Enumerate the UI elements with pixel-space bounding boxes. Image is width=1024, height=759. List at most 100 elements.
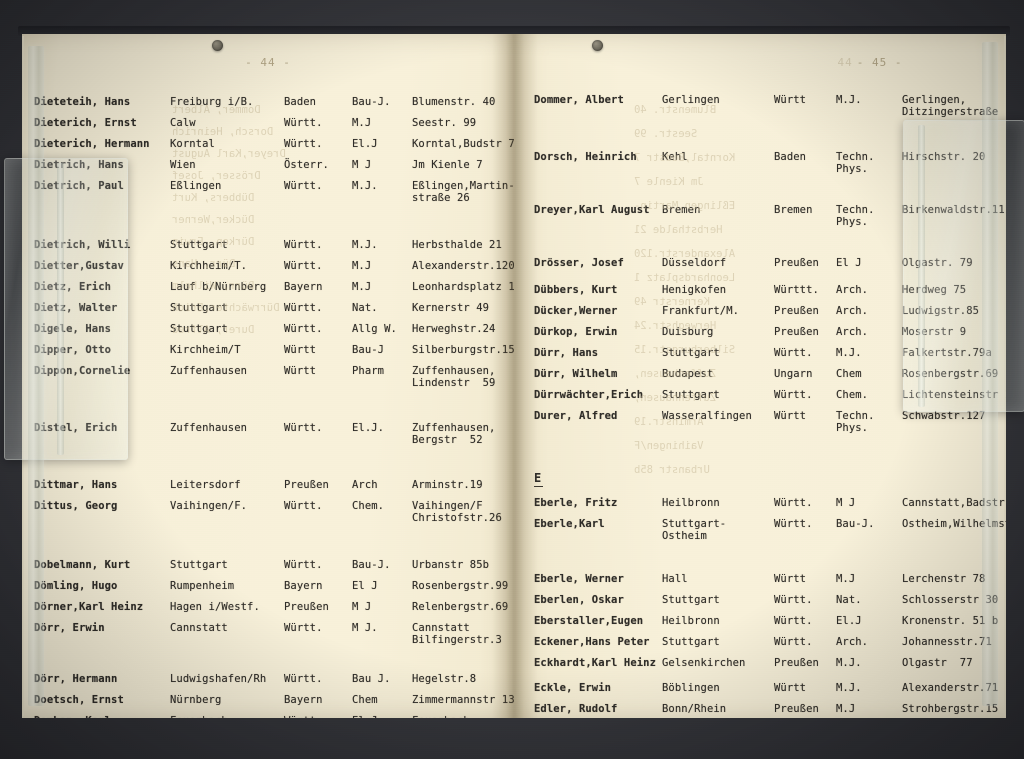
entry-name: Dittus, Georg — [34, 500, 118, 512]
entry-state: Württ — [284, 344, 317, 356]
entry-address-line2: Lindenstr 59 — [412, 377, 496, 389]
entry-name: Dieteteih, Hans — [34, 96, 131, 108]
entry-state: Württ — [774, 410, 807, 422]
entry-state: Bremen — [774, 204, 813, 216]
entry-state: Preußen — [774, 703, 819, 715]
entry-address: Alexanderstr.120 — [412, 260, 514, 272]
entry-origin: Stuttgart- — [662, 518, 727, 530]
entry-origin: Gerlingen — [662, 94, 720, 106]
entry-origin: Korntal — [170, 138, 215, 150]
entry-state: Württ. — [284, 117, 323, 129]
entry-field-line2: Phys. — [836, 422, 869, 434]
entry-address: Olgastr. 79 — [902, 257, 973, 269]
entry-name: Dorsch, Heinrich — [534, 151, 637, 163]
entry-address: Silberburgstr.15 — [412, 344, 514, 356]
entry-field: M.J — [352, 117, 372, 129]
entry-field: El J — [352, 580, 378, 592]
left-page: - 44 - Dieteteih, Hans Freiburg i/B. Baden… — [22, 34, 514, 718]
entry-origin: Zuffenhausen — [170, 365, 248, 377]
entry-origin: Ludwigshafen/Rh — [170, 673, 267, 685]
entry-address: Hirschstr. 20 — [902, 151, 986, 163]
entry-state: Ungarn — [774, 368, 813, 380]
left-page-number: - 44 - — [245, 56, 291, 69]
entry-field: Chem. — [352, 500, 385, 512]
entry-name: Dübbers, Kurt — [534, 284, 618, 296]
entry-origin: Stuttgart — [170, 302, 228, 314]
book-top-edge — [18, 26, 1010, 36]
left-page-entry-list: Dieteteih, Hans Freiburg i/B. Baden Bau-J. B… — [22, 34, 514, 718]
entry-name: Dieterich, Ernst — [34, 117, 137, 129]
entry-state: Württ — [774, 573, 807, 585]
entry-field: Chem — [352, 694, 378, 706]
entry-address: Seestr. 99 — [412, 117, 477, 129]
entry-state: Württ. — [284, 500, 323, 512]
entry-name: Distel, Erich — [34, 422, 118, 434]
entry-origin: Calw — [170, 117, 196, 129]
entry-name: Doetsch, Ernst — [34, 694, 124, 706]
entry-state: Württ — [284, 365, 317, 377]
entry-field: El J — [352, 715, 378, 718]
bleed-through-text: Leonhardsplatz 1 — [634, 272, 736, 284]
bleed-through-text: Herbsthalde 21 — [634, 224, 723, 236]
entry-field: El.J. — [352, 422, 385, 434]
entry-address: Jm Kienle 7 — [412, 159, 483, 171]
entry-origin: Frankfurt/M. — [662, 305, 740, 317]
entry-state: Preußen — [774, 326, 819, 338]
entry-state: Württ. — [774, 615, 813, 627]
entry-field: M.J — [352, 281, 372, 293]
right-page-ghost-number: 44 — [837, 56, 853, 69]
entry-address: Ludwigstr.85 — [902, 305, 980, 317]
entry-state: Württ. — [774, 594, 813, 606]
bleed-through-text: Seestr. 99 — [634, 128, 698, 140]
entry-state: Bayern — [284, 580, 323, 592]
entry-name: Dipper, Otto — [34, 344, 112, 356]
entry-address: Leonhardsplatz 1 — [412, 281, 514, 293]
entry-name: Dürr, Hans — [534, 347, 599, 359]
entry-address-line2: Christofstr.26 — [412, 512, 502, 524]
entry-origin: Heilbronn — [662, 497, 720, 509]
entry-field: El.J — [836, 615, 862, 627]
entry-state: Württ. — [284, 239, 323, 251]
entry-origin-line2: Ostheim — [662, 530, 707, 542]
entry-state: Württ. — [284, 323, 323, 335]
entry-address-line2: Bergstr 52 — [412, 434, 483, 446]
entry-origin: Leitersdorf — [170, 479, 241, 491]
entry-name: Dörr, Hermann — [34, 673, 118, 685]
entry-origin: Düsseldorf — [662, 257, 727, 269]
entry-address: Hegelstr.8 — [412, 673, 477, 685]
entry-field: Bau-J. — [352, 96, 391, 108]
entry-state: Württ. — [284, 559, 323, 571]
entry-state: Preußen — [774, 657, 819, 669]
entry-field: Arch — [352, 479, 378, 491]
entry-name: Eberstaller,Eugen — [534, 615, 644, 627]
entry-state: Preußen — [284, 479, 329, 491]
entry-field: Bau-J. — [352, 559, 391, 571]
entry-address-line2: Bilfingerstr.3 — [412, 634, 502, 646]
entry-address: Lerchenstr 78 — [902, 573, 986, 585]
right-page-entry-list: Dommer, Albert Gerlingen Württ M.J. Gerlinge… — [514, 34, 1006, 718]
entry-name: Eberle,Karl — [534, 518, 605, 530]
entry-name: Dieterich, Hermann — [34, 138, 150, 150]
entry-name: Dietrich, Paul — [34, 180, 124, 192]
entry-origin: Lauf b/Nürnberg — [170, 281, 267, 293]
entry-name: Dürrwächter,Erich — [534, 389, 644, 401]
entry-origin: Bremen — [662, 204, 701, 216]
entry-address: Cannstatt — [412, 622, 470, 634]
entry-field: Arch. — [836, 284, 869, 296]
entry-name: Dietrich, Hans — [34, 159, 124, 171]
entry-state: Württ. — [284, 180, 323, 192]
entry-state: Preußen — [284, 601, 329, 613]
entry-origin: Gelsenkirchen — [662, 657, 746, 669]
entry-origin: Stuttgart — [170, 559, 228, 571]
entry-origin: Stuttgart — [662, 347, 720, 359]
entry-origin: Heilbronn — [662, 615, 720, 627]
entry-name: Dietter,Gustav — [34, 260, 124, 272]
bleed-through-text: Dücker,Werner — [172, 214, 255, 226]
entry-origin: Cannstatt — [170, 622, 228, 634]
entry-origin: Budapest — [662, 368, 714, 380]
entry-field: M.J — [836, 703, 856, 715]
entry-address: Herdweg 75 — [902, 284, 967, 296]
entry-origin: Rumpenheim — [170, 580, 235, 592]
entry-address: Johannesstr.71 — [902, 636, 992, 648]
